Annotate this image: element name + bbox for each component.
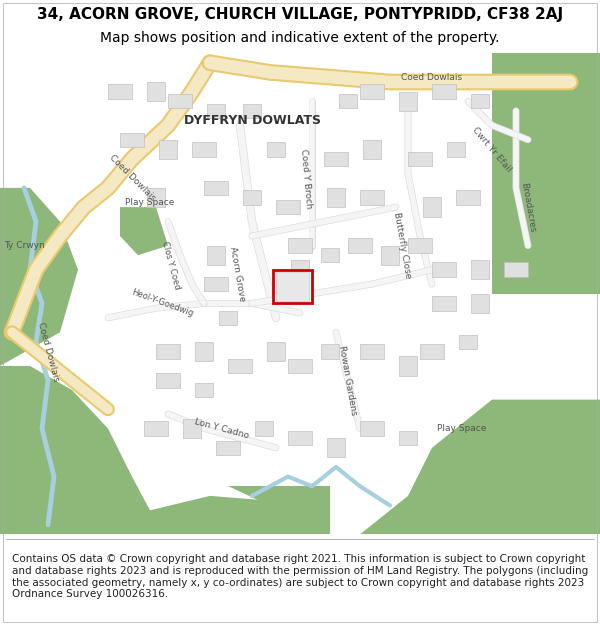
Bar [267,142,285,157]
Bar [471,294,489,313]
Polygon shape [492,53,600,294]
Bar [216,441,240,455]
Text: Coed Dowlais: Coed Dowlais [401,72,463,82]
Bar [327,438,345,458]
Bar [471,94,489,109]
Bar [447,142,465,157]
Text: Rowan Gardens: Rowan Gardens [337,345,359,416]
Text: Lon Y Cadno: Lon Y Cadno [194,417,250,440]
Bar [432,296,456,311]
Polygon shape [120,207,168,255]
Bar [504,262,528,277]
Bar [195,342,213,361]
Bar [228,359,252,373]
Bar [273,270,312,303]
Bar [108,84,132,99]
Bar [432,84,456,99]
Text: Coed Dowlais: Coed Dowlais [107,154,157,203]
Polygon shape [132,477,330,534]
Text: Play Space: Play Space [125,198,175,207]
Polygon shape [228,486,330,534]
Bar [195,382,213,398]
Bar [408,238,432,253]
Bar [207,104,225,118]
Bar [288,238,312,253]
Bar [147,82,165,101]
Text: Clos Y Coed: Clos Y Coed [160,240,182,290]
Bar [204,277,228,291]
Text: Coed Y Broch: Coed Y Broch [299,148,313,209]
Text: Acorn Grove: Acorn Grove [228,246,246,302]
Bar [360,344,384,359]
Bar [219,311,237,325]
Text: Ty Crwyn: Ty Crwyn [4,241,44,250]
Bar [399,92,417,111]
Bar [144,421,168,436]
Bar [339,94,357,109]
Text: 34, ACORN GROVE, CHURCH VILLAGE, PONTYPRIDD, CF38 2AJ: 34, ACORN GROVE, CHURCH VILLAGE, PONTYPR… [37,8,563,22]
Bar [276,272,309,301]
Bar [288,431,312,446]
Bar [363,140,381,159]
Bar [321,248,339,262]
Polygon shape [0,366,132,534]
Bar [327,188,345,207]
Bar [156,373,180,388]
Text: Map shows position and indicative extent of the property.: Map shows position and indicative extent… [100,31,500,45]
Bar [321,344,339,359]
Bar [360,84,384,99]
Bar [192,142,216,157]
Text: Play Space: Play Space [437,424,487,433]
Polygon shape [330,399,600,534]
Bar [156,344,180,359]
Text: Contains OS data © Crown copyright and database right 2021. This information is : Contains OS data © Crown copyright and d… [12,554,588,599]
Bar [459,334,477,349]
Bar [399,431,417,446]
Bar [183,419,201,438]
Bar [360,190,384,205]
Bar [168,94,192,109]
Bar [255,421,273,436]
Text: Heol-Y-Goedwig: Heol-Y-Goedwig [130,288,194,319]
Text: Butterfly Close: Butterfly Close [392,212,412,279]
Bar [324,152,348,166]
Bar [471,260,489,279]
Bar [360,421,384,436]
Bar [432,262,456,277]
Bar [267,342,285,361]
Bar [147,188,165,207]
Text: Cwrt Yr Efail: Cwrt Yr Efail [471,125,513,174]
Bar [348,238,372,253]
Bar [288,359,312,373]
Text: DYFFRYN DOWLATS: DYFFRYN DOWLATS [184,114,320,127]
Bar [204,181,228,195]
Polygon shape [0,188,78,366]
Bar [399,356,417,376]
Bar [276,200,300,214]
Bar [408,152,432,166]
Bar [207,246,225,265]
Text: Coed Dowlais: Coed Dowlais [36,321,60,382]
Bar [423,198,441,217]
Text: Broadacres: Broadacres [519,181,537,233]
Bar [159,140,177,159]
Bar [456,190,480,205]
Bar [381,246,399,265]
Bar [291,260,309,279]
Bar [120,132,144,147]
Bar [243,104,261,118]
Bar [420,344,444,359]
Bar [243,190,261,205]
